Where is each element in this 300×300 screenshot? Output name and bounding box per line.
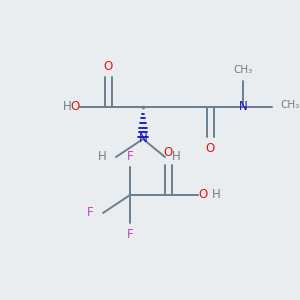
Text: CH₃: CH₃	[233, 65, 253, 75]
Text: N: N	[139, 133, 147, 146]
Text: H: H	[172, 149, 181, 163]
Text: F: F	[127, 149, 133, 163]
Text: CH₃: CH₃	[280, 100, 299, 110]
Text: H: H	[63, 100, 72, 113]
Text: H: H	[212, 188, 221, 202]
Text: O: O	[206, 142, 214, 155]
Text: N: N	[238, 100, 247, 113]
Text: O: O	[71, 100, 80, 113]
Text: F: F	[86, 206, 93, 220]
Text: O: O	[103, 61, 112, 74]
Text: H: H	[98, 149, 107, 163]
Text: O: O	[198, 188, 207, 202]
Text: O: O	[164, 146, 172, 160]
Text: F: F	[127, 229, 133, 242]
